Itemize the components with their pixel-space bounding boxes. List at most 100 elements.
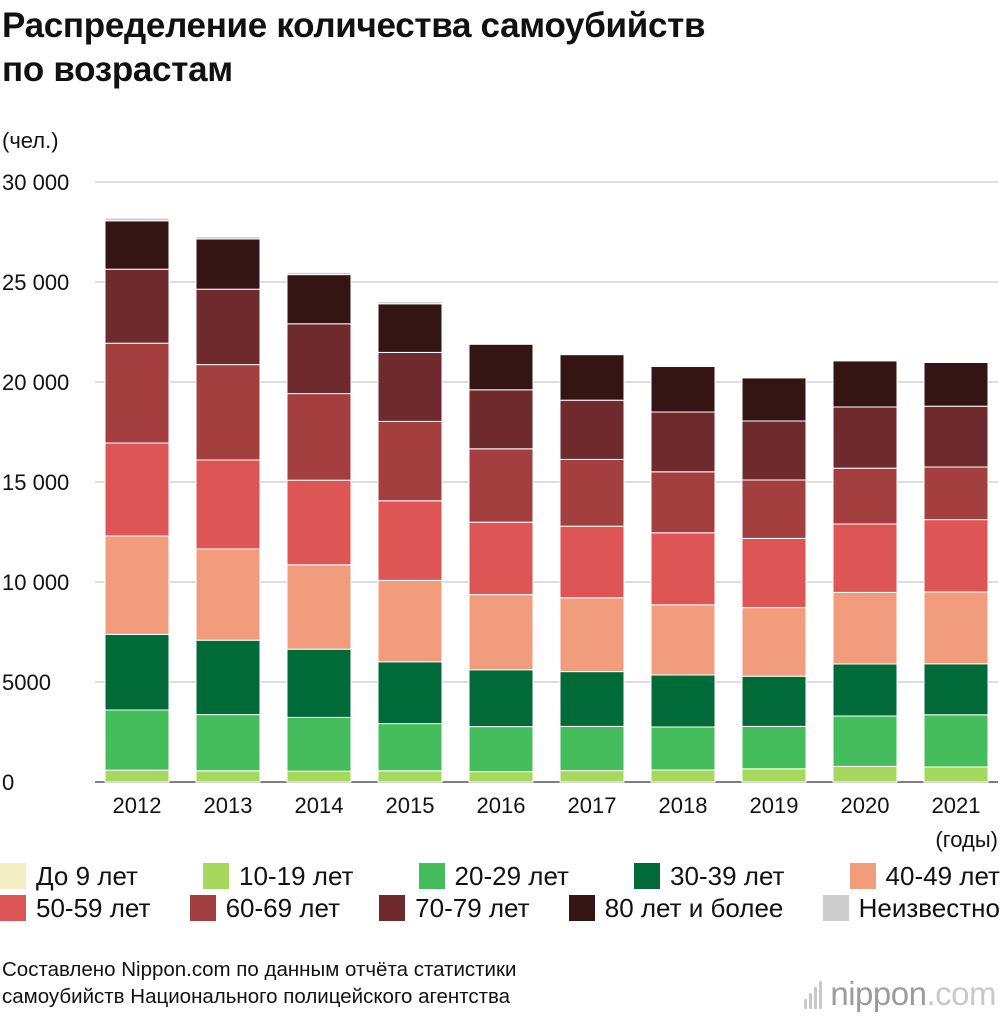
y-axis-unit-label: (чел.) [2,128,59,153]
bar-segment [195,639,261,716]
legend-item: До 9 лет [0,860,138,892]
bar-segment [195,238,261,290]
y-tick-label: 25 000 [2,270,69,295]
x-tick-label: 2014 [295,793,344,818]
bar-segment [741,675,807,727]
bar-segment [377,351,443,422]
bar-segment [741,768,807,783]
bar-segment [377,303,443,353]
legend-swatch [0,895,26,921]
bar-segment [104,769,170,783]
x-tick-label: 2013 [204,793,253,818]
nippon-logo: nippon.com [804,975,996,1013]
bar-segment [832,523,898,593]
legend-label: 10-19 лет [239,861,354,891]
source-note: Составлено Nippon.com по данным отчёта с… [2,956,742,1010]
y-tick-label: 30 000 [2,170,69,195]
logo-domain: .com [926,975,996,1012]
legend-swatch [0,863,26,889]
legend-item: 70-79 лет [379,892,530,924]
legend-label: Неизвестно [858,893,1000,923]
bar-segment [650,365,716,413]
source-line-2: самоубийств Национального полицейского а… [2,985,511,1008]
legend-label: 20-29 лет [454,861,569,891]
bar-segment [286,716,352,772]
bar-segment [104,633,170,711]
legend-swatch [418,863,445,889]
logo-wordmark: nippon.com [830,975,996,1013]
bar-segment [741,537,807,609]
legend-label: 80 лет и более [604,893,784,923]
bar-segment [195,364,261,461]
legend-swatch [203,863,230,889]
legend-row: До 9 лет 10-19 лет 20-29 лет 30-39 лет 40-49… [0,860,1000,892]
legend-item: Неизвестно [822,892,1000,924]
x-tick-label: 2017 [568,793,617,818]
legend-label: 40-49 лет [885,861,1000,891]
legend-item: 80 лет и более [568,892,784,924]
bar-segment [923,519,989,593]
bar-segment [923,591,989,665]
chart-legend: До 9 лет 10-19 лет 20-29 лет 30-39 лет 40-49… [0,860,1000,924]
bar-segment [559,725,625,772]
legend-label: До 9 лет [36,861,138,891]
bar-segment [377,301,443,305]
bar-segment [923,360,989,363]
bar-segment [468,594,534,671]
bar-segment [286,274,352,325]
bar-segment [104,535,170,635]
bar-segment [286,564,352,650]
legend-swatch [822,895,849,921]
bar-segment [741,607,807,677]
bar-segment [468,389,534,450]
y-tick-label: 15 000 [2,470,69,495]
bar-segment [923,766,989,783]
bar-segment [650,769,716,783]
bar-segment [468,771,534,783]
bar-segment [923,405,989,468]
bar-segment [832,359,898,362]
chart-title-line-1: Распределение количества самоубийств [2,6,706,45]
bar-segment [468,448,534,523]
bar-segment [832,467,898,525]
bar-segment [832,360,898,408]
bar-segment [832,591,898,665]
bar-segment [741,376,807,379]
bar-segment [832,406,898,469]
legend-item: 20-29 лет [418,860,569,892]
legend-label: 70-79 лет [415,893,530,923]
bar-segment [832,663,898,717]
bar-segment [559,353,625,356]
chart-title-line-2: по возрастам [2,50,233,89]
y-tick-label: 20 000 [2,370,69,395]
bar-segment [377,500,443,581]
bar-segment [559,354,625,401]
bar-segment [286,479,352,566]
bar-segment [468,726,534,773]
bar-segment [104,217,170,222]
bar-segment [741,725,807,770]
bar-segment [104,709,170,771]
bar-segment [286,770,352,783]
x-tick-label: 2018 [659,793,708,818]
x-tick-label: 2021 [932,793,981,818]
bar-segment [923,361,989,407]
bar-segment [923,714,989,768]
bar-segment [286,271,352,276]
bar-segment [195,548,261,641]
bar-segment [559,458,625,527]
bar-segment [559,770,625,783]
bar-segment [650,364,716,367]
bar-segment [104,342,170,444]
bar-segment [468,343,534,391]
logo-name: nippon [830,975,927,1012]
legend-label: 60-69 лет [225,893,340,923]
bar-segment [832,765,898,783]
x-tick-label: 2012 [113,793,162,818]
bar-segment [650,532,716,606]
bar-segment [377,420,443,502]
bar-segment [468,669,534,728]
source-line-1: Составлено Nippon.com по данным отчёта с… [2,958,517,981]
legend-label: 30-39 лет [670,861,785,891]
legend-swatch [379,895,406,921]
